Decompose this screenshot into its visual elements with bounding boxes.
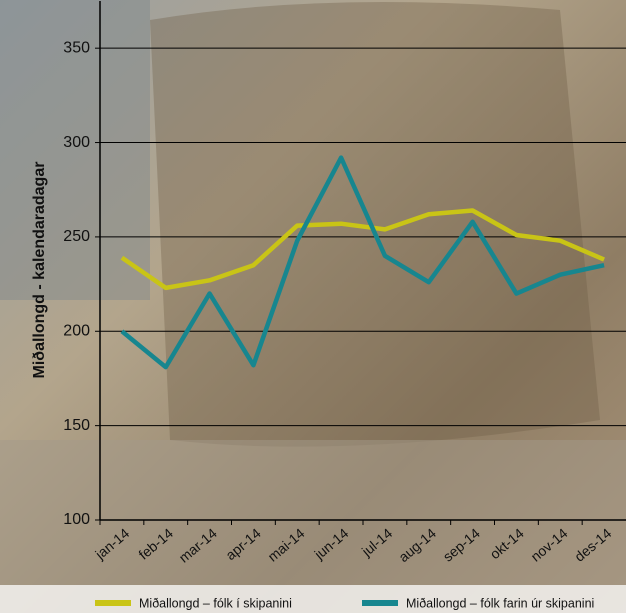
y-tick-label: 350 <box>63 39 90 56</box>
legend-band <box>0 585 626 613</box>
y-tick-label: 300 <box>63 134 90 151</box>
background-boat <box>150 2 600 447</box>
series-line <box>120 155 605 370</box>
legend-label: Miðallongd – fólk farin úr skipanini <box>406 596 594 610</box>
y-axis-label: Miðallongd - kalendaradagar <box>31 162 48 379</box>
y-tick-label: 100 <box>63 511 90 528</box>
background-shed <box>0 0 150 300</box>
legend-label: Miðallongd – fólk í skipanini <box>139 596 292 610</box>
series-line <box>120 208 605 291</box>
y-tick-label: 250 <box>63 228 90 245</box>
background-ground <box>0 440 626 613</box>
y-tick-label: 150 <box>63 417 90 434</box>
y-tick-label: 200 <box>63 322 90 339</box>
